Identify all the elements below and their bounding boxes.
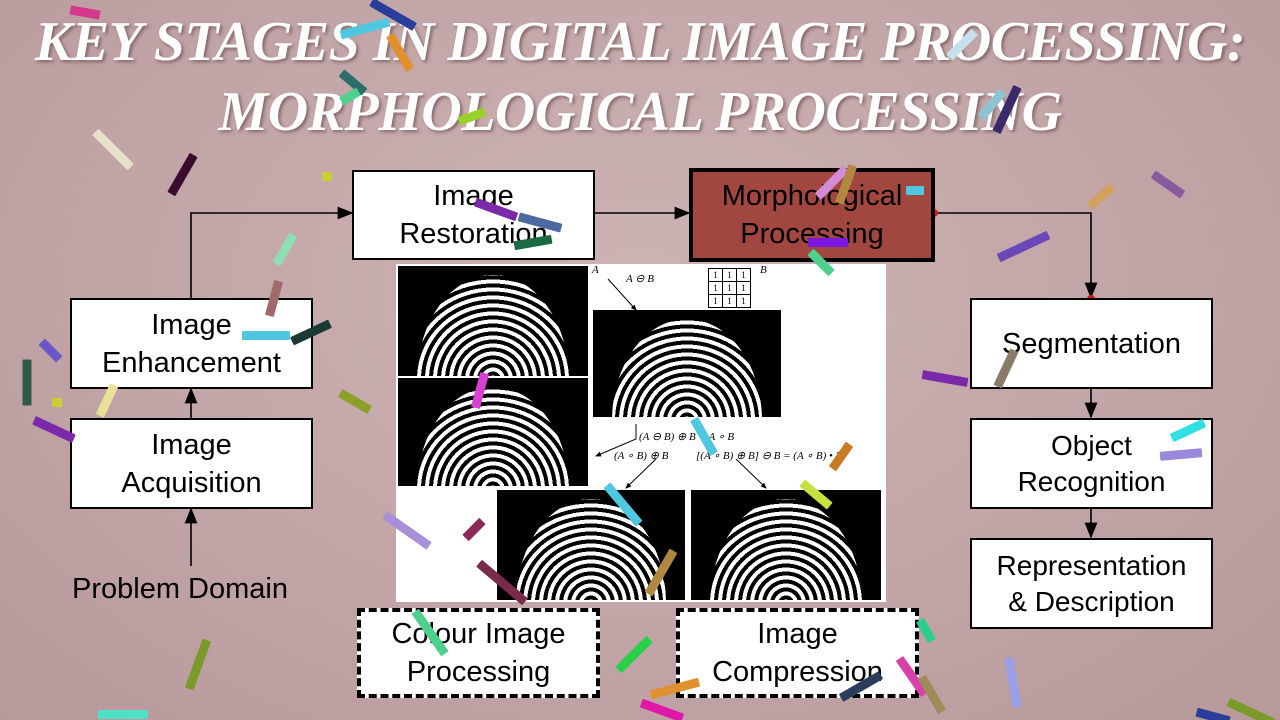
image-enhancement-label: Image Enhancement [102,308,281,379]
problem-domain-label: Problem Domain [72,573,288,605]
slide-title-line1: KEY STAGES IN DIGITAL IMAGE PROCESSING: [34,11,1246,73]
confetti-piece [98,710,148,719]
segmentation-label: Segmentation [1002,327,1181,360]
se-cell: 1 [736,281,751,295]
figure-label-a: A [592,264,599,276]
image-acquisition-label: Image Acquisition [121,428,262,499]
confetti-piece [22,359,32,406]
confetti-piece [322,172,332,181]
morphological-processing-box: Morphological Processing [689,168,935,262]
figure-formula-erosion: A ⊖ B [626,273,654,285]
image-acquisition-box: Image Acquisition [70,418,313,509]
fingerprint-opened [497,490,685,600]
arrow-morphological-to-segmentation [934,212,1098,299]
se-cell: 1 [736,294,751,308]
segmentation-box: Segmentation [970,298,1213,389]
representation-description-label: Representation & Description [996,549,1187,617]
figure-arrows [595,278,767,489]
image-compression-box: Image Compression [676,608,919,698]
representation-description-box: Representation & Description [970,538,1213,629]
confetti-piece [906,186,924,195]
fingerprint-opening-dilated [398,378,588,486]
arrow-enhancement-to-restoration [190,206,354,298]
colour-image-processing-box: Colour Image Processing [357,608,600,698]
confetti-piece [52,398,62,407]
figure-formula-closing: [(A ∘ B) ⊕ B] ⊖ B = (A ∘ B) • B [696,450,843,462]
figure-formula-opening-dilated: (A ∘ B) ⊕ B [614,450,669,462]
confetti-piece [242,331,290,340]
fingerprint-original [398,266,588,376]
image-enhancement-box: Image Enhancement [70,298,313,389]
image-restoration-label: Image Restoration [399,180,548,250]
image-compression-label: Image Compression [712,618,883,688]
image-restoration-box: Image Restoration [352,170,595,260]
colour-image-processing-label: Colour Image Processing [391,618,566,688]
figure-label-b: B [760,264,767,276]
fingerprint-closed [691,490,881,600]
confetti-piece [808,238,848,247]
object-recognition-label: Object Recognition [1017,429,1166,497]
fingerprint-eroded [593,310,781,417]
